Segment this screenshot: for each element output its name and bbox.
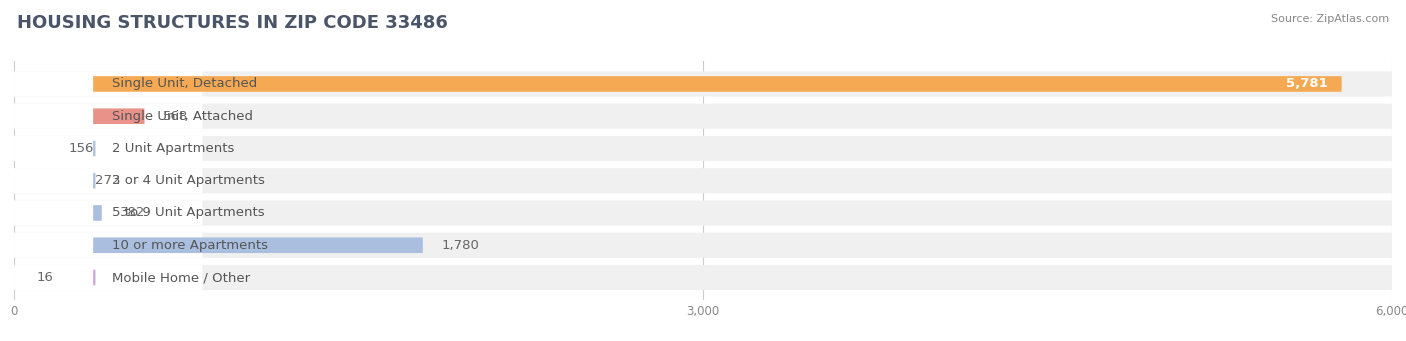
FancyBboxPatch shape [14, 136, 202, 161]
FancyBboxPatch shape [14, 168, 1392, 193]
FancyBboxPatch shape [93, 76, 1341, 92]
FancyBboxPatch shape [93, 173, 96, 189]
Text: 16: 16 [37, 271, 53, 284]
Text: 382: 382 [120, 207, 146, 220]
FancyBboxPatch shape [14, 265, 202, 290]
FancyBboxPatch shape [14, 233, 202, 258]
FancyBboxPatch shape [14, 71, 202, 97]
FancyBboxPatch shape [14, 201, 202, 225]
FancyBboxPatch shape [14, 104, 1392, 129]
FancyBboxPatch shape [93, 270, 96, 285]
FancyBboxPatch shape [93, 205, 101, 221]
FancyBboxPatch shape [14, 136, 1392, 161]
Text: 156: 156 [69, 142, 94, 155]
Text: 2 Unit Apartments: 2 Unit Apartments [112, 142, 235, 155]
FancyBboxPatch shape [93, 108, 145, 124]
FancyBboxPatch shape [14, 168, 202, 193]
FancyBboxPatch shape [14, 71, 1392, 97]
Text: 3 or 4 Unit Apartments: 3 or 4 Unit Apartments [112, 174, 264, 187]
FancyBboxPatch shape [14, 104, 202, 129]
FancyBboxPatch shape [14, 201, 1392, 225]
Text: Mobile Home / Other: Mobile Home / Other [112, 271, 250, 284]
Text: 5,781: 5,781 [1286, 77, 1327, 90]
Text: Single Unit, Detached: Single Unit, Detached [112, 77, 257, 90]
Text: HOUSING STRUCTURES IN ZIP CODE 33486: HOUSING STRUCTURES IN ZIP CODE 33486 [17, 14, 447, 32]
FancyBboxPatch shape [93, 141, 96, 156]
Text: 568: 568 [163, 110, 188, 123]
FancyBboxPatch shape [14, 265, 1392, 290]
Text: 5 to 9 Unit Apartments: 5 to 9 Unit Apartments [112, 207, 264, 220]
Text: Source: ZipAtlas.com: Source: ZipAtlas.com [1271, 14, 1389, 24]
FancyBboxPatch shape [93, 237, 423, 253]
Text: 10 or more Apartments: 10 or more Apartments [112, 239, 269, 252]
Text: 1,780: 1,780 [441, 239, 479, 252]
FancyBboxPatch shape [14, 233, 1392, 258]
Text: 272: 272 [94, 174, 121, 187]
Text: Single Unit, Attached: Single Unit, Attached [112, 110, 253, 123]
